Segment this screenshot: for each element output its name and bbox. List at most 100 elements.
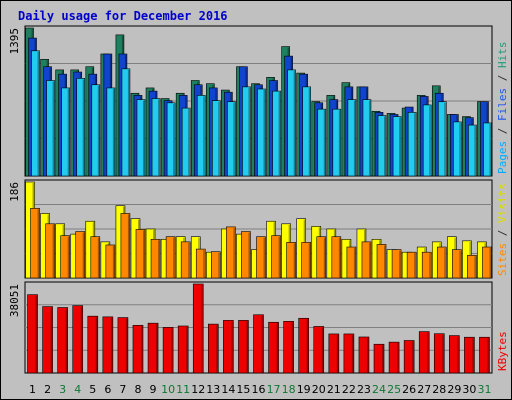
bar-pages-day-31 <box>483 122 492 177</box>
bar-pages-day-17 <box>272 90 281 177</box>
bar-shadow <box>218 101 220 176</box>
y-max-label: 1395 <box>8 28 21 55</box>
bar-shadow <box>308 87 311 176</box>
x-tick-label: 19 <box>297 383 311 396</box>
bar-sites-day-26 <box>406 251 417 279</box>
bar-sites-day-22 <box>346 246 357 279</box>
bar-shadow <box>397 343 399 373</box>
bar-shadow <box>399 250 401 278</box>
bar-sites-day-1 <box>30 208 40 279</box>
bar-shadow <box>218 252 220 278</box>
bar-kbytes-day-19 <box>298 317 309 374</box>
bar-pages-day-11 <box>181 107 191 177</box>
x-tick-label: 26 <box>402 383 416 396</box>
bar-sites-day-12 <box>195 248 206 279</box>
bar-shadow <box>140 326 143 373</box>
bar-shadow <box>233 102 235 176</box>
bar-sites-day-18 <box>286 242 296 279</box>
bar-sites-day-24 <box>376 244 387 279</box>
bar-pages-day-30 <box>468 124 477 177</box>
bar-kbytes-day-22 <box>343 333 355 374</box>
bar-sites-day-21 <box>331 236 342 279</box>
y-max-label: 186 <box>8 182 21 202</box>
bar-sites-day-29 <box>452 249 462 279</box>
bar-sites-day-23 <box>361 241 372 279</box>
bar-shadow <box>459 250 461 278</box>
bar-shadow <box>158 99 160 176</box>
bar-pages-day-12 <box>196 95 206 177</box>
bar-pages-day-28 <box>437 101 447 177</box>
x-tick-label: 14 <box>221 383 235 396</box>
bar-kbytes-day-6 <box>102 316 114 374</box>
bar-pages-day-24 <box>377 115 387 177</box>
bar-shadow <box>125 318 128 373</box>
bar-shadow <box>412 341 414 373</box>
bar-kbytes-day-23 <box>358 336 370 374</box>
bar-shadow <box>97 85 100 176</box>
bar-shadow <box>487 338 489 373</box>
bar-pages-day-5 <box>91 84 101 177</box>
bar-kbytes-day-11 <box>177 325 189 374</box>
bar-shadow <box>399 117 401 176</box>
bar-kbytes-day-4 <box>72 305 84 374</box>
bar-shadow <box>278 92 281 176</box>
bar-pages-day-22 <box>347 99 357 177</box>
series-legend: Pages / Files / Hits <box>496 42 509 175</box>
bar-shadow <box>353 248 356 278</box>
x-tick-label: 22 <box>342 383 356 396</box>
x-tick-label: 5 <box>89 383 96 396</box>
x-tick-label: 31 <box>477 383 491 396</box>
bar-shadow <box>351 334 354 373</box>
bar-pages-day-10 <box>166 102 176 177</box>
bar-shadow <box>65 308 68 373</box>
bar-sites-day-2 <box>45 223 55 279</box>
bar-kbytes-day-26 <box>403 340 415 374</box>
bar-shadow <box>278 236 281 278</box>
bar-sites-day-19 <box>301 242 311 279</box>
x-tick-label: 30 <box>462 383 476 396</box>
bar-kbytes-day-15 <box>238 320 249 374</box>
bar-pages-day-16 <box>257 88 266 177</box>
bar-shadow <box>336 334 339 373</box>
bar-kbytes-day-14 <box>223 320 234 374</box>
bar-shadow <box>246 321 248 373</box>
bar-shadow <box>142 100 145 176</box>
x-tick-label: 10 <box>161 383 175 396</box>
bar-sites-day-8 <box>135 229 146 279</box>
bar-shadow <box>248 232 250 278</box>
bar-shadow <box>442 334 444 373</box>
x-tick-label: 15 <box>236 383 250 396</box>
bar-sites-day-11 <box>180 241 191 279</box>
bar-shadow <box>429 105 431 176</box>
bar-sites-day-10 <box>165 236 176 279</box>
bar-kbytes-day-8 <box>132 324 144 374</box>
bar-kbytes-day-31 <box>479 336 490 374</box>
bar-sites-day-3 <box>60 235 70 279</box>
bar-kbytes-day-20 <box>313 326 325 374</box>
legend-entry: / <box>496 68 509 88</box>
bar-shadow <box>156 324 158 373</box>
bar-sites-day-17 <box>271 235 281 279</box>
bar-kbytes-day-18 <box>283 321 294 374</box>
bar-shadow <box>338 110 341 176</box>
bar-shadow <box>427 332 429 373</box>
bar-shadow <box>474 126 476 176</box>
bar-pages-day-21 <box>332 108 342 177</box>
bar-kbytes-day-29 <box>449 335 460 374</box>
bar-sites-day-9 <box>150 238 161 279</box>
x-tick-label: 3 <box>59 383 66 396</box>
bar-sites-day-4 <box>75 231 86 279</box>
bar-pages-day-8 <box>136 99 146 177</box>
bar-kbytes-day-12 <box>192 283 204 374</box>
bar-shadow <box>321 327 324 373</box>
legend-entry: Hits <box>496 42 509 69</box>
bar-sites-day-6 <box>105 244 116 279</box>
bar-shadow <box>50 307 53 373</box>
legend-entry: / <box>496 223 509 243</box>
bar-shadow <box>203 250 205 278</box>
bar-kbytes-day-27 <box>418 331 430 374</box>
x-tick-label: 4 <box>74 383 81 396</box>
bar-shadow <box>173 237 175 278</box>
bar-kbytes-day-5 <box>87 315 99 374</box>
bar-shadow <box>82 232 85 278</box>
